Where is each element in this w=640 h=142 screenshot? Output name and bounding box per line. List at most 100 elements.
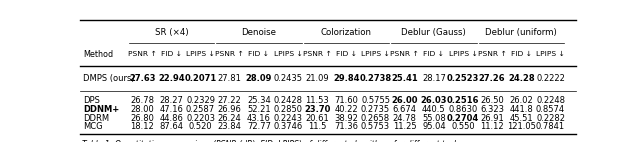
- Text: 72.77: 72.77: [247, 122, 271, 131]
- Text: 95.04: 95.04: [422, 122, 445, 131]
- Text: DPS: DPS: [83, 96, 100, 105]
- Text: Denoise: Denoise: [241, 28, 276, 37]
- Text: 71.60: 71.60: [335, 96, 358, 105]
- Text: 0.2735: 0.2735: [361, 105, 390, 114]
- Text: 441.8: 441.8: [509, 105, 533, 114]
- Text: 24.28: 24.28: [508, 74, 534, 83]
- Text: 0.2523: 0.2523: [447, 74, 479, 83]
- Text: 6.323: 6.323: [480, 105, 504, 114]
- Text: 0.3746: 0.3746: [273, 122, 303, 131]
- Text: 440.5: 440.5: [422, 105, 445, 114]
- Text: 43.16: 43.16: [247, 114, 271, 123]
- Text: 0.2282: 0.2282: [536, 114, 565, 123]
- Text: 28.27: 28.27: [159, 96, 183, 105]
- Text: 26.02: 26.02: [509, 96, 533, 105]
- Text: 25.41: 25.41: [391, 74, 418, 83]
- Text: FID ↓: FID ↓: [248, 51, 269, 57]
- Text: 0.5753: 0.5753: [361, 122, 390, 131]
- Text: 6.674: 6.674: [393, 105, 417, 114]
- Text: 27.22: 27.22: [218, 96, 241, 105]
- Text: 0.8630: 0.8630: [449, 105, 477, 114]
- Text: 26.00: 26.00: [392, 96, 418, 105]
- Text: 26.96: 26.96: [218, 105, 242, 114]
- Text: 24.78: 24.78: [393, 114, 417, 123]
- Text: 52.21: 52.21: [247, 105, 271, 114]
- Text: PSNR ↑: PSNR ↑: [215, 51, 244, 57]
- Text: 0.2428: 0.2428: [273, 96, 303, 105]
- Text: 28.00: 28.00: [131, 105, 154, 114]
- Text: 0.2329: 0.2329: [186, 96, 215, 105]
- Text: LPIPS ↓: LPIPS ↓: [449, 51, 477, 57]
- Text: FID ↓: FID ↓: [161, 51, 182, 57]
- Text: 121.05: 121.05: [507, 122, 536, 131]
- Text: 38.92: 38.92: [335, 114, 358, 123]
- Text: DDRM: DDRM: [83, 114, 109, 123]
- Text: 45.51: 45.51: [509, 114, 533, 123]
- Text: MCG: MCG: [83, 122, 102, 131]
- Text: FID ↓: FID ↓: [424, 51, 444, 57]
- Text: 11.25: 11.25: [393, 122, 417, 131]
- Text: 0.2516: 0.2516: [447, 96, 479, 105]
- Text: 26.91: 26.91: [480, 114, 504, 123]
- Text: 22.94: 22.94: [158, 74, 185, 83]
- Text: 0.2203: 0.2203: [186, 114, 215, 123]
- Text: 28.09: 28.09: [246, 74, 272, 83]
- Text: 71.36: 71.36: [334, 122, 358, 131]
- Text: 23.70: 23.70: [304, 105, 330, 114]
- Text: 28.17: 28.17: [422, 74, 446, 83]
- Text: 21.09: 21.09: [305, 74, 329, 83]
- Text: 26.78: 26.78: [130, 96, 154, 105]
- Text: FID ↓: FID ↓: [336, 51, 356, 57]
- Text: 25.34: 25.34: [247, 96, 271, 105]
- Text: 0.8574: 0.8574: [536, 105, 565, 114]
- Text: 23.84: 23.84: [218, 122, 242, 131]
- Text: 87.64: 87.64: [159, 122, 184, 131]
- Text: 55.08: 55.08: [422, 114, 445, 123]
- Text: FID ↓: FID ↓: [511, 51, 532, 57]
- Text: LPIPS ↓: LPIPS ↓: [536, 51, 565, 57]
- Text: Deblur (uniform): Deblur (uniform): [486, 28, 557, 37]
- Text: DDNM+: DDNM+: [83, 105, 119, 114]
- Text: 0.2658: 0.2658: [361, 114, 390, 123]
- Text: 20.61: 20.61: [305, 114, 329, 123]
- Text: Deblur (Gauss): Deblur (Gauss): [401, 28, 466, 37]
- Text: PSNR ↑: PSNR ↑: [390, 51, 419, 57]
- Text: Method: Method: [83, 50, 113, 59]
- Text: 40.22: 40.22: [335, 105, 358, 114]
- Text: 0.520: 0.520: [189, 122, 212, 131]
- Text: 26.50: 26.50: [480, 96, 504, 105]
- Text: 26.03: 26.03: [420, 96, 447, 105]
- Text: 26.24: 26.24: [218, 114, 241, 123]
- Text: 29.84: 29.84: [333, 74, 360, 83]
- Text: PSNR ↑: PSNR ↑: [303, 51, 332, 57]
- Text: LPIPS ↓: LPIPS ↓: [361, 51, 390, 57]
- Text: 11.53: 11.53: [305, 96, 329, 105]
- Text: 18.12: 18.12: [131, 122, 154, 131]
- Text: SR (×4): SR (×4): [154, 28, 188, 37]
- Text: 0.2071: 0.2071: [184, 74, 217, 83]
- Text: 0.5755: 0.5755: [361, 96, 390, 105]
- Text: 0.2738: 0.2738: [360, 74, 392, 83]
- Text: LPIPS ↓: LPIPS ↓: [274, 51, 302, 57]
- Text: 0.2222: 0.2222: [536, 74, 565, 83]
- Text: 11.12: 11.12: [481, 122, 504, 131]
- Text: 47.16: 47.16: [159, 105, 183, 114]
- Text: DMPS (ours): DMPS (ours): [83, 74, 134, 83]
- Text: 0.2587: 0.2587: [186, 105, 215, 114]
- Text: 0.550: 0.550: [451, 122, 475, 131]
- Text: 27.81: 27.81: [218, 74, 242, 83]
- Text: 0.2704: 0.2704: [447, 114, 479, 123]
- Text: 26.80: 26.80: [131, 114, 154, 123]
- Text: 0.2243: 0.2243: [273, 114, 303, 123]
- Text: 27.26: 27.26: [479, 74, 506, 83]
- Text: Colorization: Colorization: [321, 28, 372, 37]
- Text: 27.63: 27.63: [129, 74, 156, 83]
- Text: 11.5: 11.5: [308, 122, 326, 131]
- Text: PSNR ↑: PSNR ↑: [128, 51, 157, 57]
- Text: 44.86: 44.86: [159, 114, 183, 123]
- Text: PSNR ↑: PSNR ↑: [478, 51, 506, 57]
- Text: Table 1: Quantitative comparison (PSNR (dB), FID, LPIPS) of different algorithms: Table 1: Quantitative comparison (PSNR (…: [82, 140, 462, 142]
- Text: 0.2850: 0.2850: [273, 105, 303, 114]
- Text: 0.2435: 0.2435: [273, 74, 303, 83]
- Text: 0.2248: 0.2248: [536, 96, 565, 105]
